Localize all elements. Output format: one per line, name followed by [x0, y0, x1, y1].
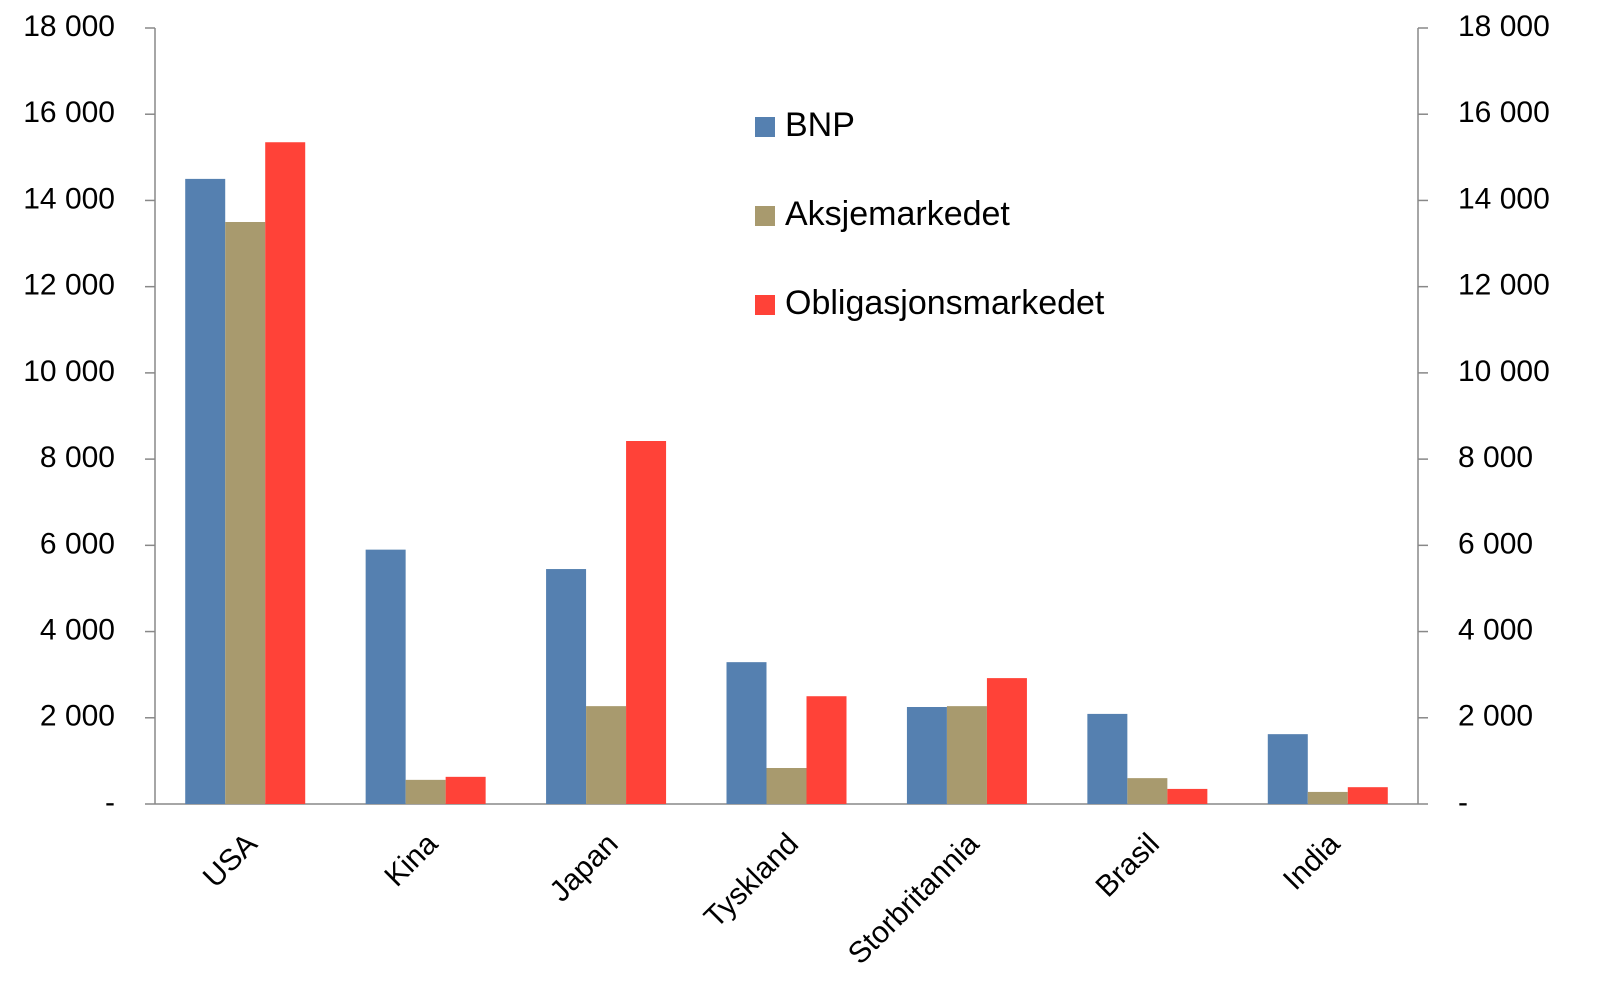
y-tick-label: 8 000 — [40, 441, 115, 474]
legend-swatch — [755, 295, 775, 315]
y2-tick-label: 8 000 — [1458, 441, 1533, 474]
bar — [806, 696, 847, 804]
y2-tick-label: 16 000 — [1458, 96, 1550, 129]
y2-tick-label: 18 000 — [1458, 10, 1550, 43]
bar — [1127, 778, 1168, 804]
legend-swatch — [755, 206, 775, 226]
y-tick-label: 6 000 — [40, 527, 115, 560]
bar — [946, 706, 987, 804]
y2-tick-label: 6 000 — [1458, 527, 1533, 560]
bar — [986, 678, 1027, 804]
x-tick-label: USA — [197, 827, 264, 894]
y2-tick-label: 12 000 — [1458, 269, 1550, 302]
bar — [1087, 713, 1128, 804]
bar — [726, 662, 767, 804]
bar — [1347, 787, 1388, 804]
bar — [365, 549, 406, 804]
y-tick-label: 16 000 — [23, 96, 115, 129]
y-tick-label: 4 000 — [40, 613, 115, 646]
y-tick-label: 18 000 — [23, 10, 115, 43]
legend-swatch — [755, 117, 775, 137]
bar — [225, 222, 266, 804]
x-tick-label: Tyskland — [698, 827, 805, 934]
y2-tick-label: 10 000 — [1458, 355, 1550, 388]
legend-label: BNP — [785, 106, 855, 144]
bar — [906, 707, 947, 804]
y-tick-label: 14 000 — [23, 182, 115, 215]
bar — [405, 779, 446, 804]
y2-tick-label: 4 000 — [1458, 613, 1533, 646]
legend-label: Obligasjonsmarkedet — [785, 284, 1105, 322]
bar — [1307, 791, 1348, 804]
bar — [1267, 734, 1308, 804]
bar — [445, 776, 486, 804]
x-tick-label: Storbritannia — [842, 827, 986, 971]
bar — [1167, 788, 1208, 804]
x-tick-label: Brasil — [1090, 827, 1166, 903]
bar — [626, 441, 667, 804]
y2-tick-label: 14 000 — [1458, 182, 1550, 215]
y-tick-label: 12 000 — [23, 269, 115, 302]
x-tick-label: Kina — [378, 827, 444, 893]
legend-label: Aksjemarkedet — [785, 195, 1010, 233]
x-tick-label: Japan — [543, 827, 624, 908]
bar — [265, 142, 306, 804]
bar — [766, 768, 807, 804]
y2-tick-label: - — [1458, 786, 1468, 819]
bar — [586, 706, 627, 804]
y-tick-label: 10 000 — [23, 355, 115, 388]
bar — [185, 178, 226, 804]
y2-tick-label: 2 000 — [1458, 700, 1533, 733]
y-tick-label: - — [105, 786, 115, 819]
y-tick-label: 2 000 — [40, 700, 115, 733]
x-tick-label: India — [1277, 827, 1347, 897]
bar — [546, 569, 587, 804]
